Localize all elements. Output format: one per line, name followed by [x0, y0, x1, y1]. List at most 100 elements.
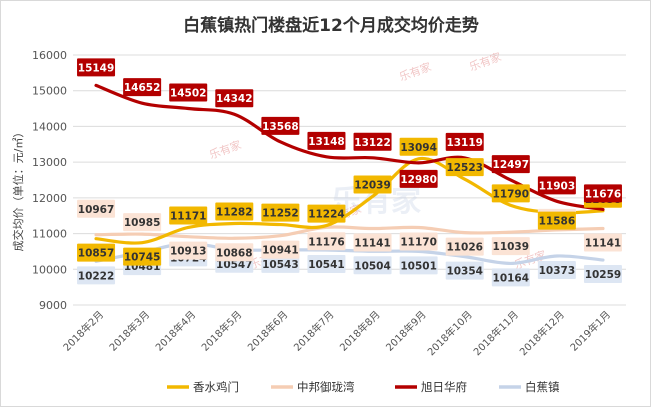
data-label: 10373 — [537, 260, 576, 279]
data-label-box — [169, 83, 208, 102]
y-tick-label: 13000 — [32, 156, 67, 169]
data-label-text: 11141 — [585, 238, 622, 250]
data-label-text: 10913 — [170, 246, 207, 258]
data-label-box — [215, 243, 254, 262]
data-label: 10541 — [307, 254, 346, 273]
data-label-box — [491, 268, 530, 287]
watermark-text: 乐有家 — [467, 49, 503, 73]
data-label-text: 10501 — [400, 260, 437, 272]
data-label-text: 10547 — [216, 259, 253, 271]
x-tick-label: 2018年10月 — [424, 308, 474, 358]
data-label-box — [537, 260, 576, 279]
data-label: 10501 — [399, 256, 438, 275]
data-label-text: 13122 — [354, 137, 391, 149]
data-label: 10354 — [445, 261, 484, 280]
x-tick-label: 2018年2月 — [60, 308, 106, 354]
y-tick-label: 15000 — [32, 85, 67, 98]
y-tick-label: 16000 — [32, 49, 67, 62]
data-label-text: 11676 — [585, 188, 622, 200]
data-label-text: 10941 — [262, 245, 299, 257]
data-label-box — [445, 158, 484, 177]
data-label-text: 11176 — [308, 236, 345, 248]
x-tick-label: 2019年1月 — [567, 308, 613, 354]
data-label-text: 11039 — [493, 241, 530, 253]
gridlines — [73, 54, 626, 306]
data-label-box — [77, 199, 116, 218]
data-label-box — [583, 184, 622, 203]
data-label: 10222 — [77, 266, 116, 285]
data-label-box — [583, 265, 622, 284]
x-axis-ticks: 2018年2月 2018年3月 2018年4月 2018年5月 2018年6月 2018年… — [60, 308, 613, 358]
data-label: 11176 — [307, 232, 346, 251]
data-label-text: 11026 — [446, 242, 483, 254]
data-label-box — [123, 213, 162, 232]
data-label: 11586 — [537, 211, 576, 230]
data-label-box — [399, 169, 438, 188]
watermark-text: 乐有家 — [397, 59, 433, 83]
data-label-box — [491, 237, 530, 256]
data-label-text: 11790 — [493, 188, 530, 200]
data-label: 11141 — [353, 233, 392, 252]
data-label: 11252 — [261, 203, 300, 222]
legend-label: 香水鸡门 — [193, 380, 239, 394]
legend-label: 中邦御珑湾 — [297, 380, 355, 394]
data-label: 11170 — [399, 232, 438, 251]
y-tick-label: 14000 — [32, 120, 67, 133]
data-label-text: 10373 — [539, 265, 576, 277]
series-line — [94, 225, 605, 240]
data-label: 13568 — [261, 116, 300, 135]
data-label-box — [353, 233, 392, 252]
data-label-text: 11252 — [262, 208, 299, 220]
data-label-box — [445, 261, 484, 280]
data-label: 11676 — [583, 184, 622, 203]
data-label-text: 11170 — [400, 237, 437, 249]
data-label: 10164 — [491, 268, 530, 287]
data-label: 14342 — [215, 89, 254, 108]
data-label-box — [353, 175, 392, 194]
data-label-box — [399, 137, 438, 156]
data-label-box — [77, 243, 116, 262]
data-label-box — [77, 58, 116, 77]
x-tick-label: 2018年12月 — [517, 308, 567, 358]
data-label: 11039 — [491, 237, 530, 256]
data-label: 12980 — [399, 169, 438, 188]
data-label-text: 13148 — [308, 136, 345, 148]
data-label-box — [261, 254, 300, 273]
data-label: 12497 — [491, 155, 530, 174]
data-label-text: 10222 — [78, 270, 115, 282]
data-label-box — [399, 232, 438, 251]
data-label-box — [353, 256, 392, 275]
x-tick-label: 2018年8月 — [337, 308, 383, 354]
data-label: 10868 — [215, 243, 254, 262]
series-lines — [94, 83, 605, 266]
data-label-box — [307, 204, 346, 223]
data-label-text: 10543 — [262, 259, 299, 271]
data-label: 14502 — [169, 83, 208, 102]
data-label-text: 11282 — [216, 207, 253, 219]
data-label-text: 10164 — [493, 272, 530, 284]
data-label-text: 10868 — [216, 247, 253, 259]
data-label: 12039 — [353, 175, 392, 194]
data-label: 11224 — [307, 204, 346, 223]
data-label-text: 11141 — [354, 238, 391, 250]
y-axis-label: 成交均价（单位：元/㎡） — [11, 127, 25, 252]
data-label-box — [215, 202, 254, 221]
data-label-text: 10354 — [446, 266, 483, 278]
data-label-box — [261, 203, 300, 222]
data-label-text: 12523 — [446, 162, 483, 174]
data-label: 13119 — [445, 132, 484, 151]
data-label: 10941 — [261, 240, 300, 259]
data-label-box — [445, 132, 484, 151]
data-label-box — [215, 89, 254, 108]
data-label: 15149 — [77, 58, 116, 77]
data-label: 10745 — [123, 247, 162, 266]
data-label-text: 13568 — [262, 121, 299, 133]
data-label-text: 11586 — [539, 216, 576, 228]
data-label: 10504 — [353, 256, 392, 275]
series-line — [94, 156, 605, 245]
x-tick-label: 2018年5月 — [199, 308, 245, 354]
data-label-text: 13094 — [400, 142, 437, 154]
watermark-text: 乐有家 — [207, 137, 243, 161]
